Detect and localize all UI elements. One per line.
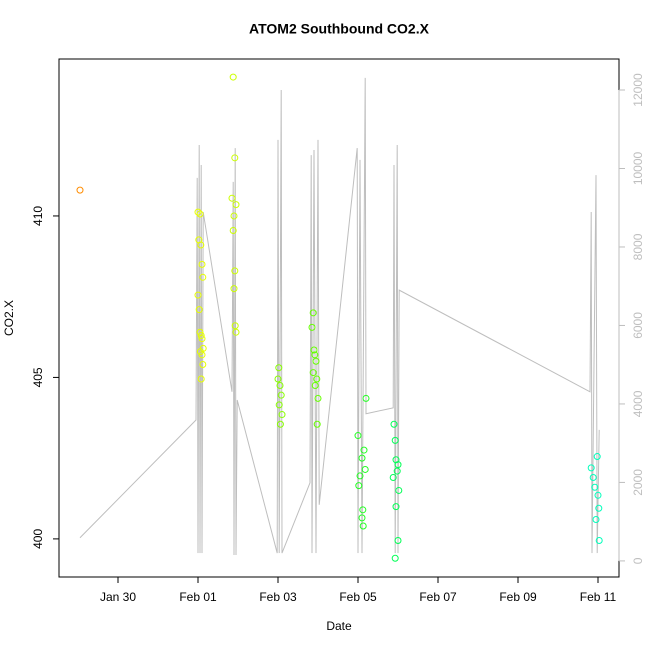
x-tick-label: Feb 11 [580,590,617,604]
scatter-point [310,346,318,354]
scatter-point [313,375,321,383]
y2-tick-label: 12000 [631,73,645,107]
scatter-point [394,461,402,469]
scatter-point [228,194,236,202]
scatter-point [230,285,238,293]
scatter-point [389,474,397,482]
scatter-point [395,486,403,494]
scatter-point [359,506,367,514]
scatter-point [229,73,237,81]
scatter-point [199,273,207,281]
y-tick-label: 410 [31,206,45,226]
scatter-point [362,394,370,402]
scatter-point [197,375,205,383]
y-tick-label: 400 [31,529,45,549]
scatter-point [391,436,399,444]
scatter-point [76,186,84,194]
y2-tick-label: 2000 [631,469,645,496]
scatter-point [311,381,319,389]
scatter-point [309,309,317,317]
scatter-point [593,453,601,461]
scatter-point [392,503,400,511]
scatter-point [390,420,398,428]
scatter-point [312,357,320,365]
scatter-point [359,522,367,530]
scatter-point [361,465,369,473]
scatter-point [274,375,282,383]
scatter-point [591,483,599,491]
scatter-point [587,464,595,472]
scatter-point [595,504,603,512]
scatter-point [197,241,205,249]
scatter-point [276,381,284,389]
scatter-point [194,291,202,299]
y2-tick-label: 6000 [631,312,645,339]
scatter-point [356,472,364,480]
scatter-point [308,323,316,331]
x-tick-label: Feb 07 [419,590,457,604]
chart-title: ATOM2 Southbound CO2.X [249,21,430,37]
scatter-point [360,446,368,454]
scatter-point [276,420,284,428]
x-tick-label: Feb 05 [339,590,377,604]
x-tick-label: Jan 30 [100,590,136,604]
scatter-point [196,328,204,336]
scatter-point [198,351,206,359]
scatter-point [354,432,362,440]
x-axis-label: Date [326,619,352,633]
scatter-point [275,364,283,372]
scatter-point [230,212,238,220]
scatter-point [394,537,402,545]
scatter-point [355,482,363,490]
y2-tick-label: 10000 [631,151,645,185]
scatter-point [232,201,240,209]
scatter-point [194,208,202,216]
y2-tick-label: 4000 [631,390,645,417]
scatter-point [275,401,283,409]
scatter-point [199,361,207,369]
scatter-point [309,369,317,377]
x-tick-label: Feb 09 [499,590,537,604]
scatter-point [198,260,206,268]
scatter-point [311,351,319,359]
scatter-point [594,491,602,499]
scatter-point [198,335,206,343]
scatter-point [232,328,240,336]
y2-tick-label: 8000 [631,233,645,260]
scatter-point [278,411,286,419]
scatter-point [393,467,401,475]
scatter-point [595,537,603,545]
y-axis-label: CO2.X [2,300,16,336]
scatter-point [391,554,399,562]
scatter-point [196,348,204,356]
y-tick-label: 405 [31,367,45,387]
scatter-point [277,391,285,399]
scatter-point [231,267,239,275]
scatter-point [314,394,322,402]
scatter-point [231,154,239,162]
scatter-point [231,322,239,330]
line-series [79,77,600,556]
scatter-point [195,306,203,314]
scatter-point [313,420,321,428]
x-tick-label: Feb 03 [259,590,297,604]
scatter-point [589,474,597,482]
x-tick-label: Feb 01 [179,590,217,604]
y2-tick-label: 0 [631,557,645,564]
scatter-point [358,454,366,462]
scatter-point [592,516,600,524]
scatter-point [358,514,366,522]
scatter-point [197,331,205,339]
scatter-point [229,226,237,234]
scatter-point [196,210,204,218]
